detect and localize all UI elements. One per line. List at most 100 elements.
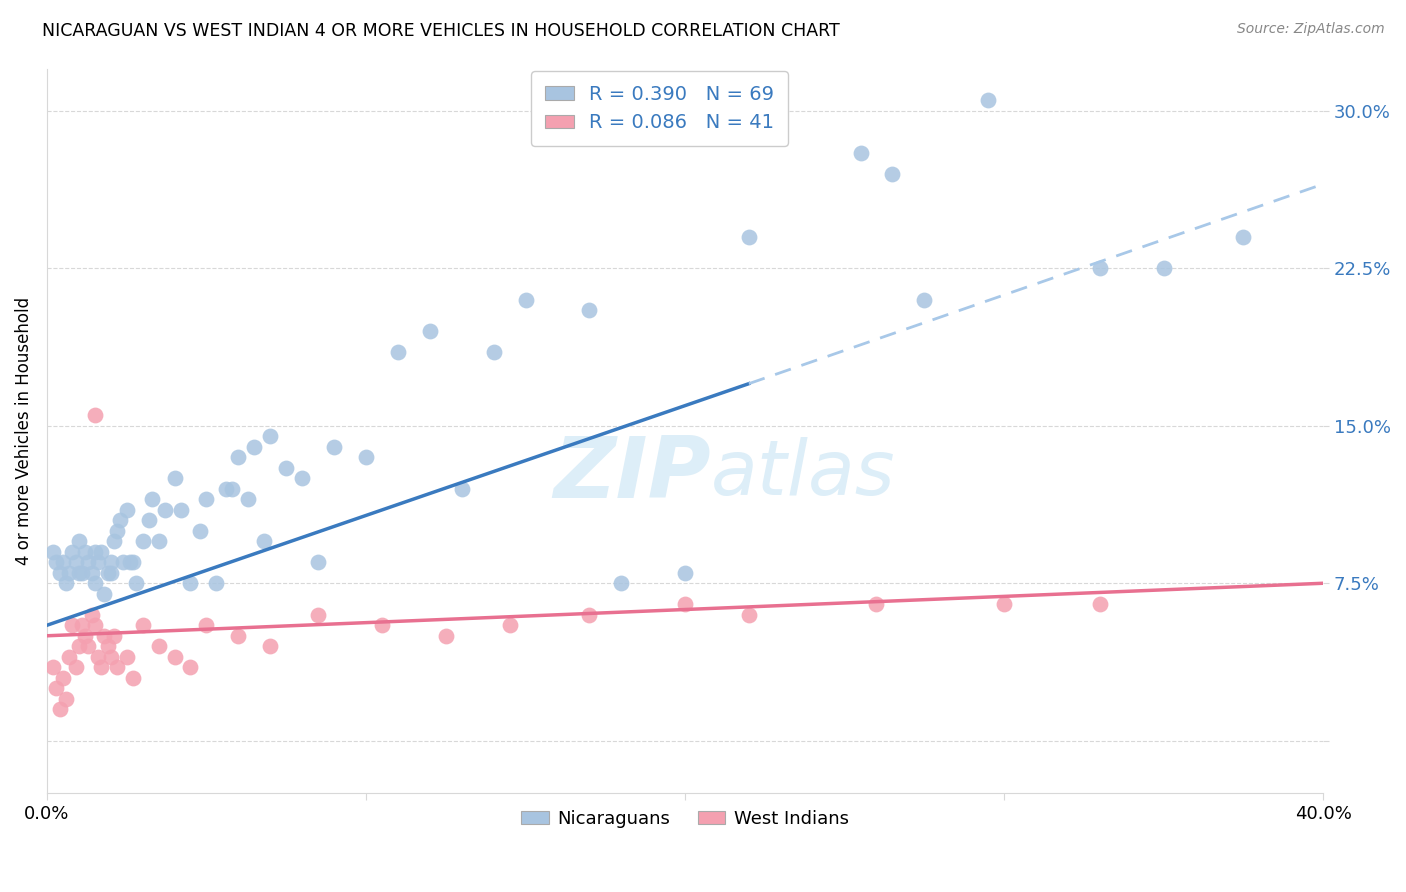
Point [195,618,218,632]
Point [578,607,600,622]
Point [45,555,67,569]
Point [188,524,211,538]
Point [153,502,176,516]
Point [243,440,266,454]
Point [52,555,75,569]
Point [115,502,138,516]
Point [122,555,145,569]
Point [1088,261,1111,276]
Point [58,649,80,664]
Point [83,545,105,559]
Point [87,649,110,664]
Point [65,660,87,674]
Point [52,671,75,685]
Point [83,576,105,591]
Legend: Nicaraguans, West Indians: Nicaraguans, West Indians [515,803,856,835]
Point [912,293,935,307]
Point [77,640,100,654]
Point [849,145,872,160]
Point [307,555,329,569]
Point [83,618,105,632]
Point [75,545,97,559]
Point [55,576,77,591]
Point [1232,229,1254,244]
Point [977,93,1000,107]
Point [100,555,122,569]
Point [122,671,145,685]
Point [610,576,633,591]
Point [291,471,314,485]
Point [103,534,125,549]
Point [70,618,93,632]
Text: Source: ZipAtlas.com: Source: ZipAtlas.com [1237,22,1385,37]
Point [105,524,128,538]
Point [112,555,135,569]
Point [371,618,394,632]
Point [515,293,537,307]
Text: ZIP: ZIP [553,433,710,516]
Point [228,450,250,465]
Point [110,513,132,527]
Point [96,566,118,580]
Point [87,555,110,569]
Point [738,229,761,244]
Point [179,660,201,674]
Point [450,482,472,496]
Point [77,555,100,569]
Point [498,618,520,632]
Point [131,534,153,549]
Point [993,597,1015,611]
Point [96,640,118,654]
Point [673,597,696,611]
Point [62,545,84,559]
Point [482,345,505,359]
Point [419,324,441,338]
Point [48,566,70,580]
Point [1153,261,1175,276]
Point [67,566,90,580]
Point [100,566,122,580]
Text: atlas: atlas [710,437,896,511]
Point [105,660,128,674]
Point [100,649,122,664]
Point [118,555,141,569]
Point [80,607,103,622]
Point [387,345,409,359]
Point [83,408,105,422]
Point [58,566,80,580]
Point [205,576,228,591]
Point [138,513,160,527]
Point [276,460,298,475]
Point [354,450,377,465]
Point [90,545,112,559]
Point [93,629,115,643]
Point [141,492,163,507]
Point [103,629,125,643]
Point [163,649,186,664]
Point [70,566,93,580]
Point [80,566,103,580]
Point [148,534,170,549]
Point [865,597,887,611]
Point [125,576,148,591]
Point [236,492,259,507]
Point [75,629,97,643]
Point [578,303,600,318]
Point [253,534,276,549]
Point [42,660,65,674]
Point [115,649,138,664]
Point [42,545,65,559]
Point [434,629,457,643]
Point [179,576,201,591]
Point [67,534,90,549]
Point [738,607,761,622]
Point [307,607,329,622]
Point [65,555,87,569]
Point [228,629,250,643]
Point [221,482,243,496]
Point [163,471,186,485]
Point [170,502,193,516]
Text: NICARAGUAN VS WEST INDIAN 4 OR MORE VEHICLES IN HOUSEHOLD CORRELATION CHART: NICARAGUAN VS WEST INDIAN 4 OR MORE VEHI… [42,22,839,40]
Point [673,566,696,580]
Point [48,702,70,716]
